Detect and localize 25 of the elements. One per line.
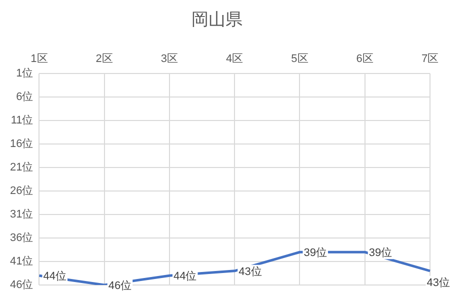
y-tick-label: 6位 — [16, 91, 34, 104]
y-tick-label: 31位 — [10, 208, 34, 221]
data-label: 39位 — [368, 247, 392, 260]
y-tick-label: 46位 — [10, 279, 34, 292]
x-tick-label: 1区 — [30, 53, 48, 66]
data-label: 46位 — [108, 280, 132, 292]
x-tick-label: 6区 — [356, 53, 374, 66]
chart-title: 岡山県 — [192, 10, 242, 29]
data-label: 39位 — [304, 247, 327, 260]
x-tick-label: 5区 — [291, 53, 308, 66]
x-tick-label: 4区 — [226, 53, 244, 66]
data-label: 43位 — [426, 276, 450, 289]
y-tick-label: 21位 — [10, 162, 34, 174]
y-tick-label: 1位 — [16, 68, 34, 80]
x-tick-label: 3区 — [160, 53, 178, 66]
y-tick-label: 11位 — [10, 114, 34, 127]
data-label: 44位 — [173, 270, 197, 283]
y-tick-label: 36位 — [10, 232, 34, 244]
y-tick-label: 26位 — [10, 185, 34, 198]
data-label: 43位 — [238, 266, 262, 278]
y-tick-label: 16位 — [10, 138, 34, 150]
x-tick-label: 7区 — [421, 53, 439, 66]
x-tick-label: 2区 — [96, 53, 113, 66]
y-tick-label: 41位 — [10, 256, 34, 268]
data-label: 44位 — [43, 270, 66, 283]
